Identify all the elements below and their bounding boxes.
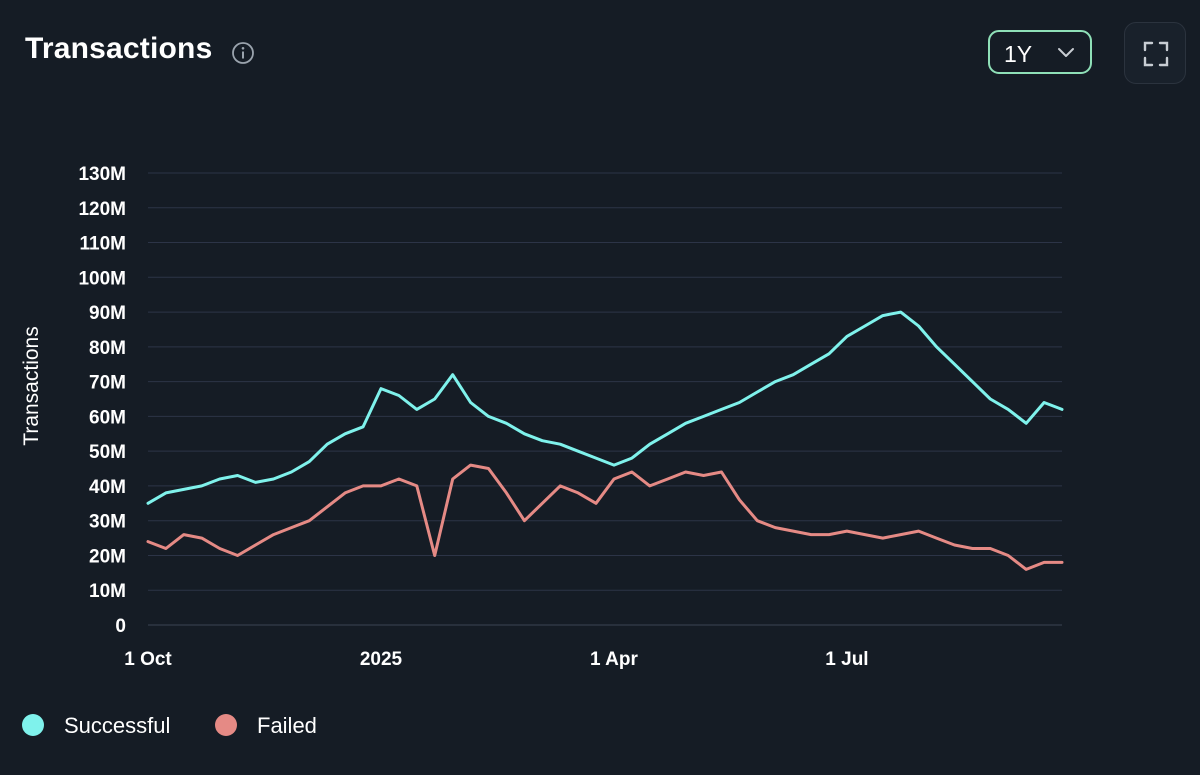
y-tick-label: 10M [89, 581, 126, 602]
x-tick-label: 2025 [360, 649, 403, 670]
y-tick-label: 50M [89, 442, 126, 463]
range-value: 1Y [1004, 41, 1033, 67]
legend-label-failed: Failed [257, 713, 317, 738]
x-axis-ticks: 1 Oct 2025 1 Apr 1 Jul [124, 649, 868, 670]
x-tick-label: 1 Apr [590, 649, 638, 670]
legend-item-failed[interactable]: Failed [215, 708, 345, 744]
info-icon[interactable] [231, 41, 255, 65]
legend-dot-failed [215, 714, 237, 736]
y-tick-label: 70M [89, 373, 126, 394]
y-tick-label: 80M [89, 338, 126, 359]
range-select[interactable]: 1Y [988, 30, 1092, 74]
y-tick-label: 60M [89, 407, 126, 428]
y-tick-label: 40M [89, 477, 126, 498]
y-axis-ticks: 0 10M 20M 30M 40M 50M 60M 70M 80M 90M 100M 110M 120M… [78, 164, 126, 637]
chart-header: Transactions 1Y [0, 0, 1200, 110]
y-tick-label: 120M [78, 199, 126, 220]
page-title: Transactions [25, 32, 213, 65]
y-tick-label: 90M [89, 303, 126, 324]
transactions-chart: 0 10M 20M 30M 40M 50M 60M 70M 80M 90M 100M 110M 120M… [20, 164, 1064, 670]
x-tick-label: 1 Jul [825, 649, 868, 670]
legend-label-successful: Successful [64, 713, 171, 738]
series-line-failed[interactable] [146, 463, 1064, 571]
fullscreen-icon [1143, 41, 1169, 67]
y-tick-label: 30M [89, 512, 126, 533]
y-tick-label: 110M [80, 234, 126, 255]
grid-lines [148, 172, 1062, 626]
series-line-successful[interactable] [146, 310, 1064, 505]
x-tick-label: 1 Oct [124, 649, 172, 670]
chevron-down-icon [1058, 48, 1074, 57]
y-tick-label: 20M [89, 546, 126, 567]
y-axis-label: Transactions [20, 326, 43, 445]
legend-dot-successful [22, 714, 44, 736]
y-tick-label: 130M [78, 164, 126, 185]
y-tick-label: 100M [78, 268, 126, 289]
y-tick-label: 0 [115, 616, 126, 637]
fullscreen-button[interactable] [1124, 22, 1186, 84]
series-lines [146, 310, 1064, 571]
legend-item-successful[interactable]: Successful [22, 708, 197, 744]
